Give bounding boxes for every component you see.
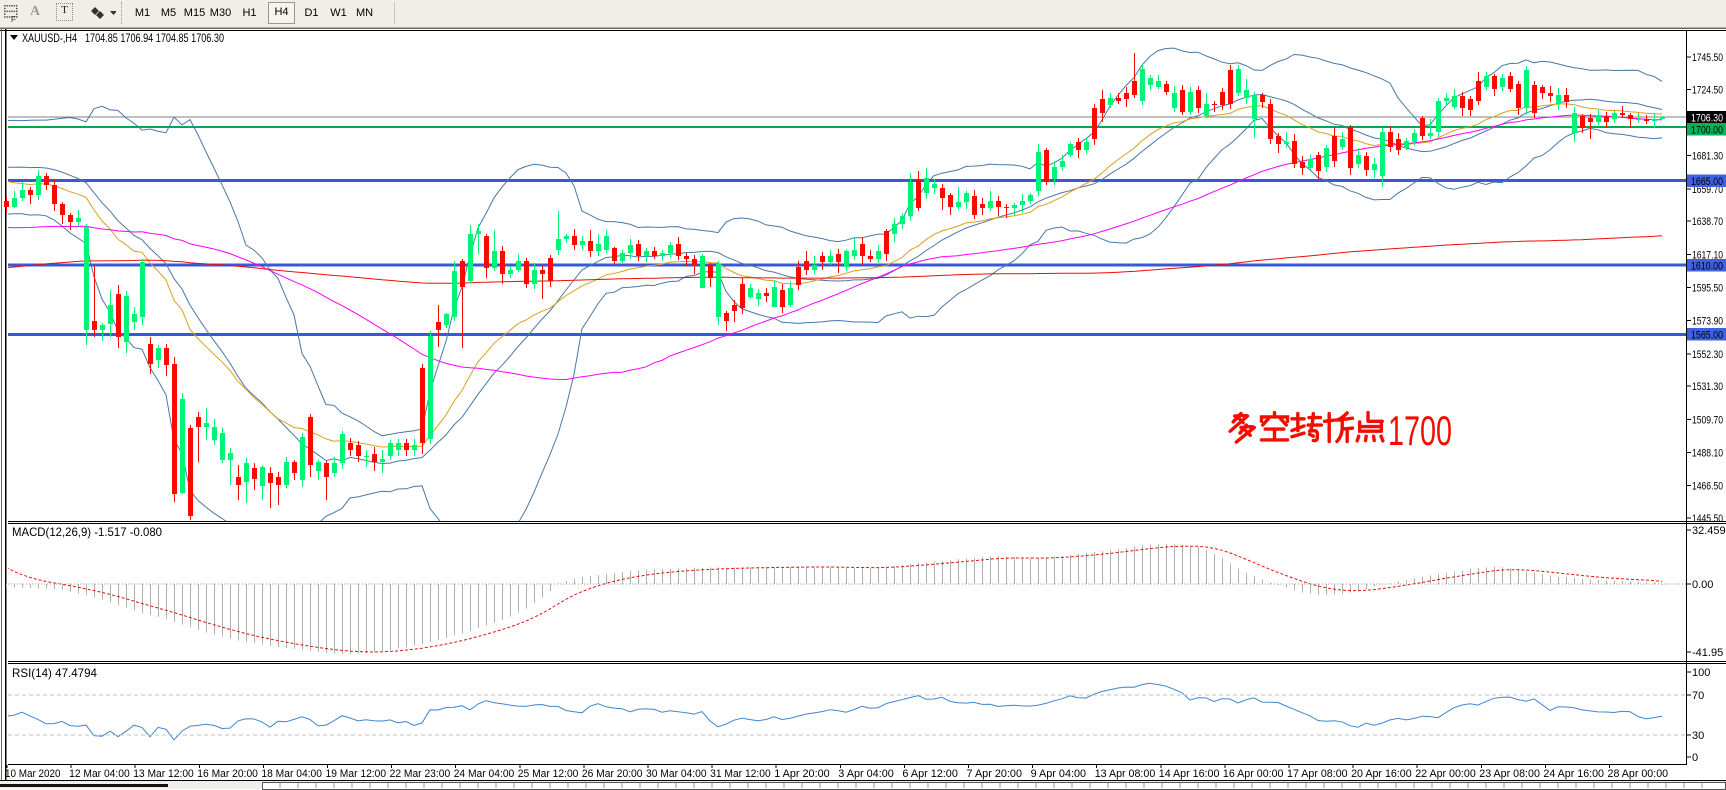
svg-text:12 Mar 04:00: 12 Mar 04:00 [69,768,130,780]
svg-text:1573.90: 1573.90 [1692,316,1723,328]
svg-text:19 Mar 12:00: 19 Mar 12:00 [326,768,387,780]
svg-text:16 Mar 20:00: 16 Mar 20:00 [197,768,258,780]
svg-text:20 Apr 16:00: 20 Apr 16:00 [1351,768,1412,780]
svg-text:13 Mar 12:00: 13 Mar 12:00 [133,768,194,780]
svg-text:1565.00: 1565.00 [1691,330,1723,342]
svg-text:RSI(14) 47.4794: RSI(14) 47.4794 [12,666,97,680]
svg-text:1610.00: 1610.00 [1691,260,1723,272]
svg-text:31 Mar 12:00: 31 Mar 12:00 [710,768,771,780]
svg-text:9 Apr 04:00: 9 Apr 04:00 [1031,768,1087,780]
svg-text:XAUUSD-,H4: XAUUSD-,H4 [22,31,77,45]
svg-text:MACD(12,26,9) -1.517 -0.080: MACD(12,26,9) -1.517 -0.080 [12,525,162,539]
svg-text:1509.70: 1509.70 [1692,414,1723,426]
svg-text:3 Apr 04:00: 3 Apr 04:00 [838,768,894,780]
svg-text:18 Mar 04:00: 18 Mar 04:00 [261,768,322,780]
svg-text:1595.50: 1595.50 [1692,283,1723,295]
svg-text:1704.85 1706.94 1704.85 1706.3: 1704.85 1706.94 1704.85 1706.30 [85,31,224,45]
svg-text:10 Mar 2020: 10 Mar 2020 [5,768,61,780]
svg-text:30: 30 [1692,730,1704,742]
svg-text:22 Apr 00:00: 22 Apr 00:00 [1415,768,1476,780]
svg-text:26 Mar 20:00: 26 Mar 20:00 [582,768,643,780]
svg-text:F: F [11,15,16,24]
svg-text:25 Mar 12:00: 25 Mar 12:00 [518,768,579,780]
svg-text:1745.50: 1745.50 [1692,52,1723,64]
svg-text:24 Apr 16:00: 24 Apr 16:00 [1543,768,1604,780]
svg-text:24 Mar 04:00: 24 Mar 04:00 [454,768,515,780]
svg-text:1706.30: 1706.30 [1691,112,1723,124]
svg-text:1665.00: 1665.00 [1691,176,1723,188]
svg-text:13 Apr 08:00: 13 Apr 08:00 [1095,768,1156,780]
svg-text:23 Apr 08:00: 23 Apr 08:00 [1479,768,1540,780]
svg-text:-41.95: -41.95 [1692,647,1723,659]
svg-text:0: 0 [1692,752,1698,764]
svg-text:1700.00: 1700.00 [1691,125,1723,137]
svg-text:100: 100 [1692,667,1710,679]
svg-text:30 Mar 04:00: 30 Mar 04:00 [646,768,707,780]
svg-text:1724.50: 1724.50 [1692,84,1723,96]
svg-text:1445.50: 1445.50 [1692,513,1723,525]
svg-text:1466.50: 1466.50 [1692,481,1723,493]
svg-text:1488.10: 1488.10 [1692,448,1723,460]
svg-text:1 Apr 20:00: 1 Apr 20:00 [774,768,830,780]
svg-text:6 Apr 12:00: 6 Apr 12:00 [902,768,958,780]
svg-text:1681.30: 1681.30 [1692,151,1723,163]
svg-text:17 Apr 08:00: 17 Apr 08:00 [1287,768,1348,780]
svg-text:1531.30: 1531.30 [1692,381,1723,393]
svg-text:14 Apr 16:00: 14 Apr 16:00 [1159,768,1220,780]
svg-text:16 Apr 00:00: 16 Apr 00:00 [1223,768,1284,780]
svg-text:28 Apr 00:00: 28 Apr 00:00 [1608,768,1669,780]
svg-text:32.459: 32.459 [1692,525,1726,537]
svg-text:1617.10: 1617.10 [1692,249,1723,261]
svg-text:1700: 1700 [1388,407,1452,454]
svg-text:1552.30: 1552.30 [1692,349,1723,361]
svg-text:1638.70: 1638.70 [1692,216,1723,228]
svg-text:7 Apr 20:00: 7 Apr 20:00 [967,768,1023,780]
svg-text:22 Mar 23:00: 22 Mar 23:00 [390,768,451,780]
svg-text:0.00: 0.00 [1692,579,1713,591]
svg-text:70: 70 [1692,690,1704,702]
